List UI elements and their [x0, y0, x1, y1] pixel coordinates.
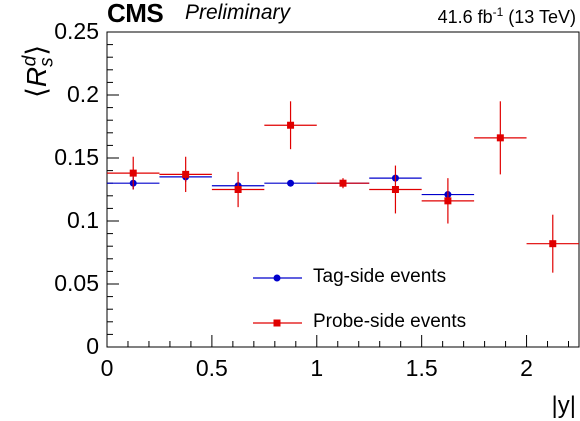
data-point — [234, 186, 242, 193]
y-tick-label: 0.05 — [54, 270, 99, 296]
x-tick-label: 1.5 — [405, 355, 438, 381]
data-point — [549, 240, 557, 248]
legend-entry-label: Probe-side events — [313, 311, 467, 332]
luminosity-value: 41.6 fb — [437, 7, 493, 27]
plot-frame — [106, 31, 580, 348]
luminosity-label: 41.6 fb-1 (13 TeV) — [438, 5, 576, 28]
data-point — [129, 169, 137, 177]
data-point — [444, 197, 452, 205]
legend-marker — [273, 274, 281, 282]
legend-entry-label: Tag-side events — [313, 266, 447, 287]
y-axis-ticks — [107, 31, 119, 348]
legend-markers — [253, 274, 302, 327]
x-axis-ticks — [106, 335, 570, 347]
series-layer — [107, 101, 579, 273]
data-point — [182, 170, 190, 178]
y-tick-label: 0.2 — [67, 81, 99, 107]
y-tick-label: 0 — [86, 333, 99, 359]
y-axis-symbol: R — [20, 66, 52, 88]
experiment-label: CMS — [107, 0, 164, 28]
y-axis-superscript: d — [19, 55, 41, 67]
y-tick-label: 0.1 — [67, 207, 99, 233]
data-point — [496, 134, 504, 142]
x-tick-label: 1 — [310, 355, 324, 381]
y-tick-label: 0.25 — [54, 18, 99, 44]
x-tick-label: 2 — [520, 355, 533, 381]
data-point — [339, 179, 347, 187]
x-axis-label: |y| — [551, 392, 576, 419]
status-label: Preliminary — [185, 1, 291, 24]
data-point — [287, 121, 295, 129]
data-point — [287, 179, 295, 187]
luminosity-exponent: -1 — [492, 5, 504, 19]
x-tick-label: 0.5 — [195, 355, 228, 381]
data-point — [391, 186, 399, 193]
legend-marker — [273, 319, 281, 327]
series-probe-side — [107, 101, 579, 273]
x-tick-label: 0 — [100, 355, 114, 381]
series-tag-side — [107, 171, 475, 199]
energy-label: (13 TeV) — [503, 7, 576, 27]
y-axis-label: ⟨Rsd⟩ — [19, 44, 58, 99]
y-tick-label: 0.15 — [54, 144, 99, 170]
